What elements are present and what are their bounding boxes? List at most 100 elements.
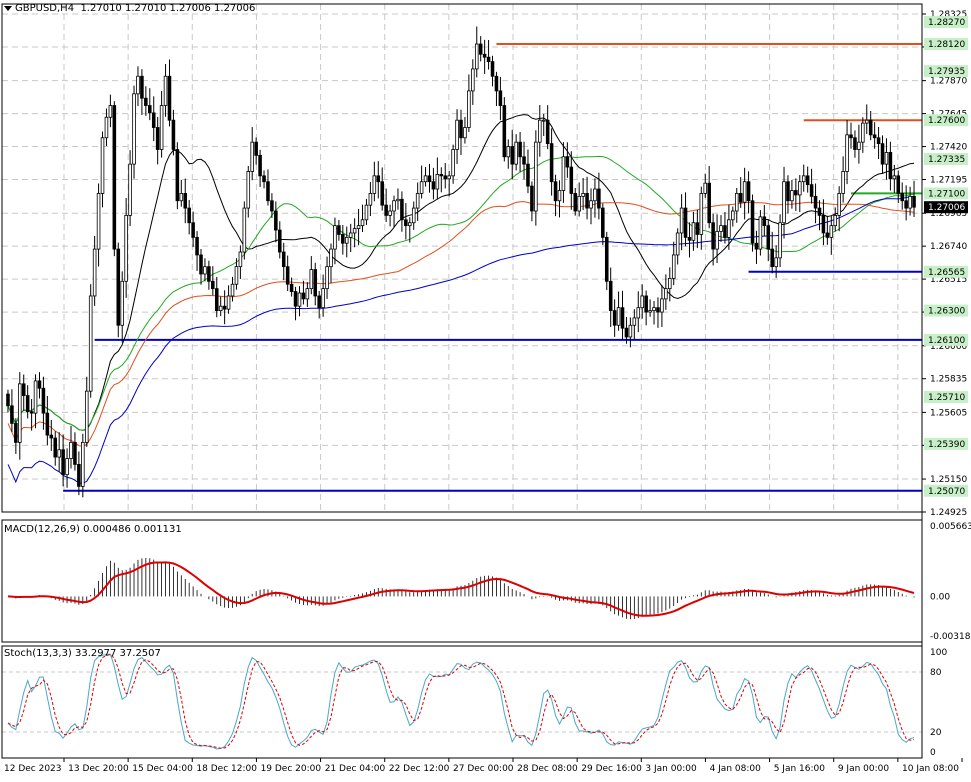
candle-body (195, 236, 199, 256)
candle-body (857, 141, 861, 150)
candle-body (762, 216, 767, 227)
candle-body (833, 214, 838, 227)
candle-body (565, 156, 570, 168)
time-tick-label: 4 Jan 08:00 (710, 764, 762, 774)
candle-body (112, 105, 117, 250)
level-tag (924, 187, 968, 200)
candle-body (53, 437, 58, 458)
candle-body (10, 405, 14, 424)
candle-body (242, 207, 247, 253)
candle-body (644, 295, 648, 313)
candle-body (813, 195, 818, 209)
candle-body (309, 269, 314, 290)
chart-header: GBPUSD,H4 1.27010 1.27010 1.27006 1.2700… (4, 3, 255, 14)
level-tag-label: 1.25390 (928, 440, 965, 450)
dropdown-triangle-icon[interactable] (4, 5, 12, 11)
candle-body (884, 152, 889, 165)
candle-body (396, 198, 400, 202)
candle-body (73, 442, 77, 465)
candle-body (254, 141, 258, 156)
candle-body (57, 449, 61, 458)
candle-body (376, 175, 381, 183)
candle-body (234, 266, 239, 285)
candle-body (474, 43, 479, 70)
time-tick-label: 3 Jan 00:00 (645, 764, 697, 774)
candle-body (45, 412, 50, 436)
candle-body (880, 143, 885, 165)
candle-body (297, 292, 302, 307)
candle-body (593, 188, 597, 202)
candle-body (281, 251, 286, 268)
candle-body (514, 141, 518, 165)
candle-body (6, 393, 10, 407)
candle-body (589, 200, 593, 209)
level-tag-label: 1.26100 (928, 336, 965, 346)
candle-body (782, 181, 786, 224)
price-tick-label: 1.25150 (930, 475, 967, 485)
candle-body (731, 210, 735, 221)
candle-body (41, 387, 46, 414)
candle-body (727, 219, 731, 238)
macd-label: MACD(12,26,9) 0.000486 0.001131 (4, 524, 182, 535)
candle-body (124, 214, 128, 282)
candle-body (675, 232, 680, 256)
stoch-tick-label: 20 (930, 728, 942, 738)
candle-body (313, 269, 318, 297)
time-tick-label: 22 Dec 12:00 (389, 764, 450, 774)
ma-blue-line (7, 195, 915, 484)
candle-body (719, 225, 723, 232)
candle-body (132, 93, 136, 165)
candle-body (258, 154, 262, 177)
current-price-tag (924, 201, 968, 214)
candle-body (423, 175, 428, 183)
level-tag-label: 1.26565 (928, 268, 965, 278)
candle-body (502, 105, 507, 158)
candle-body (159, 105, 164, 150)
stoch-indicator (2, 653, 922, 750)
candle-body (526, 163, 530, 187)
candle-body (912, 195, 916, 208)
time-axis-labels: 12 Dec 2023 13 Dec 20:00 15 Dec 04:00 18 De… (4, 758, 963, 774)
candle-body (88, 295, 93, 392)
candle-body (364, 204, 369, 221)
candle-body (360, 219, 365, 227)
current-price-label: 1.27006 (928, 203, 965, 213)
candle-body (411, 207, 416, 224)
level-tag-label: 1.28120 (928, 40, 965, 50)
candle-body (175, 149, 180, 202)
level-tag (924, 484, 968, 497)
candle-body (274, 210, 278, 231)
candle-body (151, 112, 156, 128)
candle-body (679, 207, 684, 234)
level-tag-label: 1.25710 (928, 393, 965, 403)
candle-body (908, 195, 912, 209)
candle-body (25, 395, 30, 413)
candle-body (341, 234, 345, 244)
candle-body (81, 442, 85, 487)
time-tick-label: 15 Dec 04:00 (132, 764, 193, 774)
candle-body (794, 190, 798, 196)
candle-body (435, 173, 440, 190)
candle-body (699, 193, 704, 235)
candle-body (888, 152, 893, 180)
price-tick-label: 1.26740 (930, 242, 967, 252)
candle-body (92, 248, 97, 297)
candle-body (179, 193, 184, 202)
candle-body (801, 175, 806, 183)
candle-body (522, 156, 526, 165)
stoch-tick-label: 80 (930, 668, 942, 678)
candle-body (494, 75, 499, 92)
candle-body (798, 181, 802, 196)
candle-body (329, 248, 333, 268)
candle-body (612, 310, 617, 326)
candle-body (136, 75, 140, 95)
candle-body (557, 190, 562, 202)
candle-body (577, 195, 581, 212)
candle-body (892, 175, 897, 180)
candle-body (301, 292, 306, 300)
candle-body (439, 173, 444, 177)
candle-body (687, 236, 692, 241)
level-tag (924, 333, 968, 346)
